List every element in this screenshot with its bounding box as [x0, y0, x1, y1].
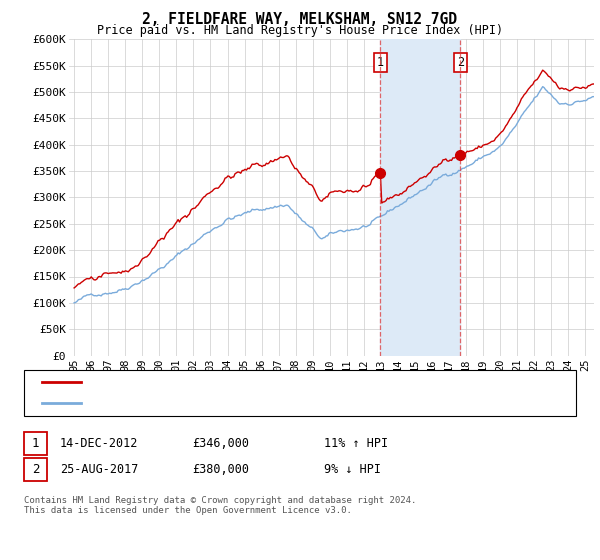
Text: 11% ↑ HPI: 11% ↑ HPI	[324, 437, 388, 450]
Text: 14-DEC-2012: 14-DEC-2012	[60, 437, 139, 450]
Text: £346,000: £346,000	[192, 437, 249, 450]
Text: 2, FIELDFARE WAY, MELKSHAM, SN12 7GD: 2, FIELDFARE WAY, MELKSHAM, SN12 7GD	[143, 12, 458, 27]
Text: 25-AUG-2017: 25-AUG-2017	[60, 463, 139, 476]
Text: 2, FIELDFARE WAY, MELKSHAM, SN12 7GD (detached house): 2, FIELDFARE WAY, MELKSHAM, SN12 7GD (de…	[87, 377, 418, 388]
Text: Contains HM Land Registry data © Crown copyright and database right 2024.
This d: Contains HM Land Registry data © Crown c…	[24, 496, 416, 515]
Text: HPI: Average price, detached house, Wiltshire: HPI: Average price, detached house, Wilt…	[87, 398, 368, 408]
Text: 1: 1	[32, 437, 39, 450]
Text: 9% ↓ HPI: 9% ↓ HPI	[324, 463, 381, 476]
Text: 1: 1	[377, 57, 384, 69]
Text: Price paid vs. HM Land Registry's House Price Index (HPI): Price paid vs. HM Land Registry's House …	[97, 24, 503, 36]
Text: 2: 2	[457, 57, 464, 69]
Text: £380,000: £380,000	[192, 463, 249, 476]
Bar	[380, 39, 460, 356]
Text: 2: 2	[32, 463, 39, 476]
